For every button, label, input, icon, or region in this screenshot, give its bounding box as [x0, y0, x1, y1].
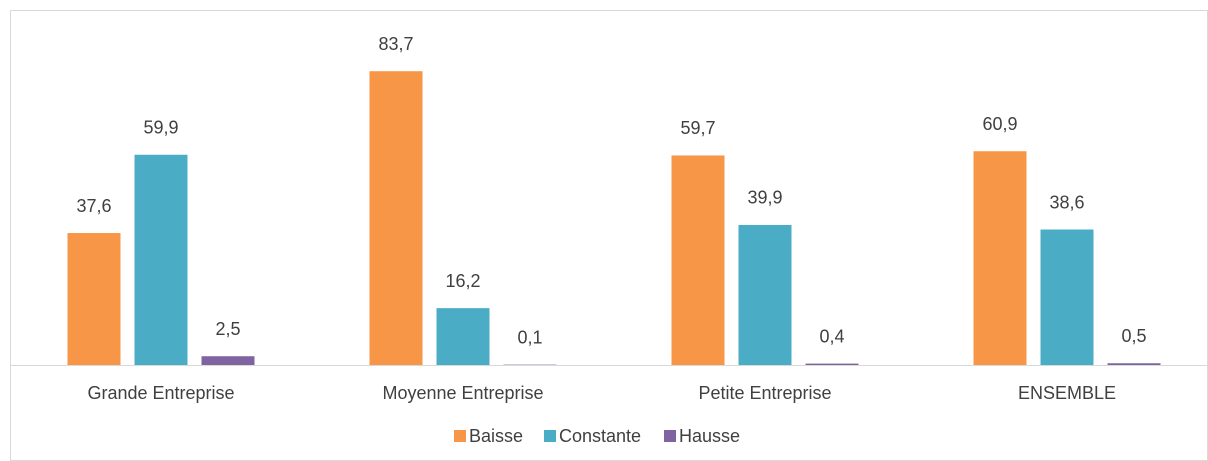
- bar: [369, 71, 423, 365]
- legend-label: Constante: [559, 426, 641, 446]
- data-label: 0,1: [517, 327, 542, 347]
- bar: [973, 151, 1027, 365]
- x-tick-label: ENSEMBLE: [1018, 383, 1116, 403]
- data-label: 59,9: [143, 118, 178, 138]
- data-label: 2,5: [215, 319, 240, 339]
- data-label: 39,9: [747, 188, 782, 208]
- data-label: 37,6: [76, 196, 111, 216]
- data-label: 59,7: [680, 118, 715, 138]
- bar: [67, 233, 121, 365]
- data-label: 60,9: [982, 114, 1017, 134]
- data-label: 0,5: [1121, 326, 1146, 346]
- bar: [1040, 229, 1094, 365]
- bar: [738, 224, 792, 365]
- data-label: 0,4: [819, 326, 844, 346]
- legend-swatch: [664, 430, 676, 442]
- x-tick-label: Grande Entreprise: [87, 383, 234, 403]
- bar: [134, 154, 188, 365]
- data-label: 83,7: [378, 34, 413, 54]
- legend-swatch: [454, 430, 466, 442]
- bar: [671, 155, 725, 365]
- x-tick-label: Petite Entreprise: [698, 383, 831, 403]
- legend-label: Baisse: [469, 426, 523, 446]
- bar: [436, 308, 490, 365]
- data-label: 16,2: [445, 271, 480, 291]
- data-label: 38,6: [1049, 192, 1084, 212]
- x-tick-label: Moyenne Entreprise: [382, 383, 543, 403]
- bar: [805, 363, 859, 365]
- legend-swatch: [544, 430, 556, 442]
- bar: [201, 356, 255, 365]
- bar: [1107, 363, 1161, 365]
- legend-label: Hausse: [679, 426, 740, 446]
